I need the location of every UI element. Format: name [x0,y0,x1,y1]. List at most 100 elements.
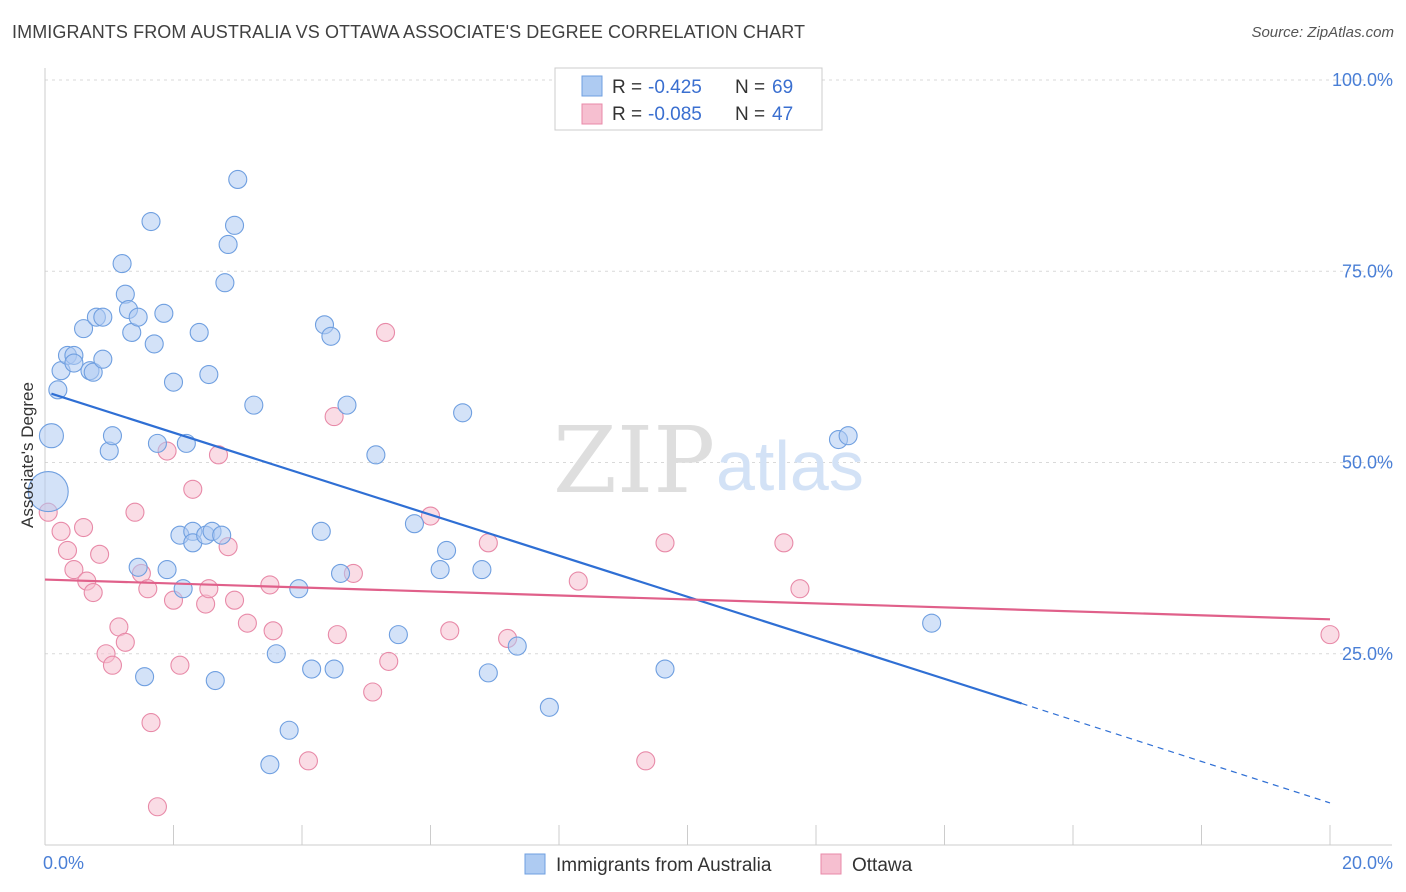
bottom-legend: Immigrants from Australia Ottawa [524,853,913,876]
ottawa-point-1 [51,521,71,541]
ottawa-point-33 [363,682,383,702]
legend-n-label-1: N = [735,77,765,98]
legend: R = -0.425 N = 69 R = -0.085 N = 47 [554,67,823,131]
australia-point-21 [135,667,155,687]
australia-point-20 [128,557,148,577]
ottawa-point-16 [147,797,167,817]
australia-point-29 [173,579,193,599]
ottawa-point-9 [102,655,123,675]
svg-text:-0.425: -0.425 [648,77,702,98]
australia-point-27 [163,372,184,392]
svg-text:47: 47 [772,104,793,125]
australia-point-46 [279,720,299,740]
ottawa-point-22 [199,579,219,599]
australia-point-19 [128,307,148,327]
australia-point-55 [366,445,386,465]
australia-point-7 [74,319,94,339]
australia-point-49 [311,521,331,541]
x-tick-labels: 0.0% 20.0% [43,853,1393,873]
legend-r-value-1: -0.425 [648,77,702,98]
legend-n-value-2: 47 [772,104,793,125]
australia-point-24 [147,433,167,453]
watermark-zip: ZIP [553,407,715,514]
bottom-legend-label-pink: Ottawa [852,855,913,876]
australia-point-52 [324,659,344,679]
legend-r-value-2: -0.085 [648,104,702,125]
australia-point-53 [330,563,351,583]
australia-point-64 [539,697,559,717]
ottawa-point-26 [237,613,257,633]
australia-point-44 [260,755,280,775]
ottawa-point-3 [64,560,84,580]
australia-point-59 [437,540,457,561]
australia-point-60 [453,403,473,423]
ottawa-point-40 [568,571,588,591]
australia-point-40 [218,234,238,255]
ottawa-point-30 [324,407,344,427]
x-tick-label-1: 20.0% [1342,853,1393,873]
svg-text:69: 69 [772,77,793,98]
axes [44,68,1392,846]
ottawa-point-45 [1320,625,1340,645]
legend-n-value-1: 69 [772,77,793,98]
australia-point-45 [266,644,286,664]
australia-point-6 [64,353,84,373]
ottawa-point-11 [115,632,135,652]
svg-text:N =: N = [735,104,765,125]
ottawa-point-38 [478,533,498,553]
ottawa-point-6 [83,582,103,603]
australia-point-67 [838,426,858,446]
grid-lines [45,79,1392,655]
legend-swatch-pink [581,103,603,125]
australia-point-11 [93,307,113,327]
ottawa-point-7 [90,544,110,564]
australia-trend-extension [1021,702,1331,804]
australia-point-12 [93,349,113,369]
australia-point-68 [922,613,942,633]
ottawa-point-15 [141,713,161,733]
svg-text:R =: R = [612,104,642,125]
ottawa-point-12 [125,502,145,522]
svg-text:-0.085: -0.085 [648,104,702,125]
ottawa-point-14 [138,579,158,599]
australia-point-65 [655,659,675,679]
ottawa-point-36 [420,506,441,526]
australia-point-39 [215,273,235,293]
australia-point-51 [321,326,341,346]
legend-n-label-2: N = [735,104,765,125]
legend-swatch-blue [581,75,603,97]
australia-point-47 [289,579,309,599]
australia-point-43 [244,395,264,415]
y-tick-label-1: 75.0% [1342,261,1393,281]
australia-point-37 [205,670,225,691]
ottawa-point-19 [170,655,190,675]
ottawa-point-37 [440,621,460,641]
australia-trend-line [51,392,1022,705]
australia-point-42 [228,169,248,189]
x-ticks [173,825,1331,845]
australia-point-26 [157,560,177,580]
australia-point-62 [478,663,498,683]
y-tick-label-2: 50.0% [1342,453,1393,473]
ottawa-points [38,322,1340,817]
australia-point-41 [224,215,245,235]
y-axis-title: Associate's Degree [18,382,37,528]
australia-point-35 [199,364,219,385]
ottawa-point-44 [790,579,810,599]
ottawa-point-35 [379,651,399,671]
australia-point-33 [189,322,209,343]
ottawa-point-29 [298,751,318,771]
australia-point-23 [144,334,164,354]
ottawa-point-25 [224,590,245,610]
australia-point-9 [83,362,103,382]
ottawa-point-31 [327,625,347,645]
y-tick-label-3: 25.0% [1342,644,1393,664]
bottom-legend-swatch-pink [820,853,842,875]
y-tick-label-0: 100.0% [1332,70,1393,90]
ottawa-point-41 [636,751,656,771]
trend-lines [44,392,1331,804]
ottawa-point-42 [655,533,675,553]
australia-point-58 [430,560,450,580]
legend-r-label-2: R = [612,104,642,125]
